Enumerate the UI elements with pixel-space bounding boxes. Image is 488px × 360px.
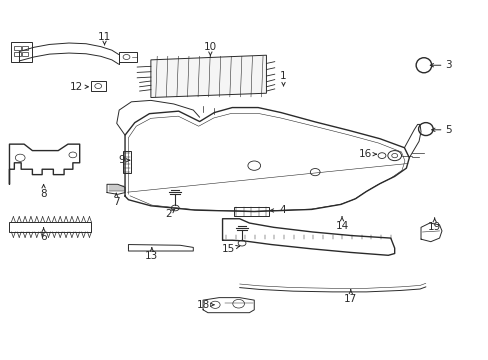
Text: 16: 16 — [358, 149, 376, 159]
Text: 1: 1 — [280, 71, 286, 86]
Text: 14: 14 — [335, 217, 348, 231]
Text: 9: 9 — [118, 155, 129, 165]
Text: 5: 5 — [431, 125, 451, 135]
Bar — [11, 42, 32, 62]
Bar — [14, 51, 20, 56]
Text: 18: 18 — [196, 300, 214, 310]
Text: 11: 11 — [98, 32, 111, 45]
Text: 3: 3 — [429, 60, 451, 70]
Text: 7: 7 — [113, 193, 120, 207]
Text: 19: 19 — [427, 218, 440, 232]
Text: 4: 4 — [270, 206, 285, 216]
Bar — [91, 81, 105, 91]
Text: 12: 12 — [69, 82, 88, 92]
Text: 6: 6 — [40, 228, 47, 242]
Text: 2: 2 — [165, 209, 175, 219]
Bar — [22, 51, 28, 56]
Text: 15: 15 — [222, 244, 239, 254]
Bar — [119, 51, 137, 62]
Text: 8: 8 — [40, 185, 47, 199]
Text: 13: 13 — [145, 248, 158, 261]
Bar — [22, 45, 28, 50]
Text: 17: 17 — [344, 290, 357, 304]
Polygon shape — [151, 55, 266, 98]
Bar — [122, 151, 131, 173]
Bar — [9, 222, 91, 232]
Bar — [14, 45, 20, 50]
Text: 10: 10 — [203, 42, 217, 56]
Bar — [233, 207, 268, 216]
